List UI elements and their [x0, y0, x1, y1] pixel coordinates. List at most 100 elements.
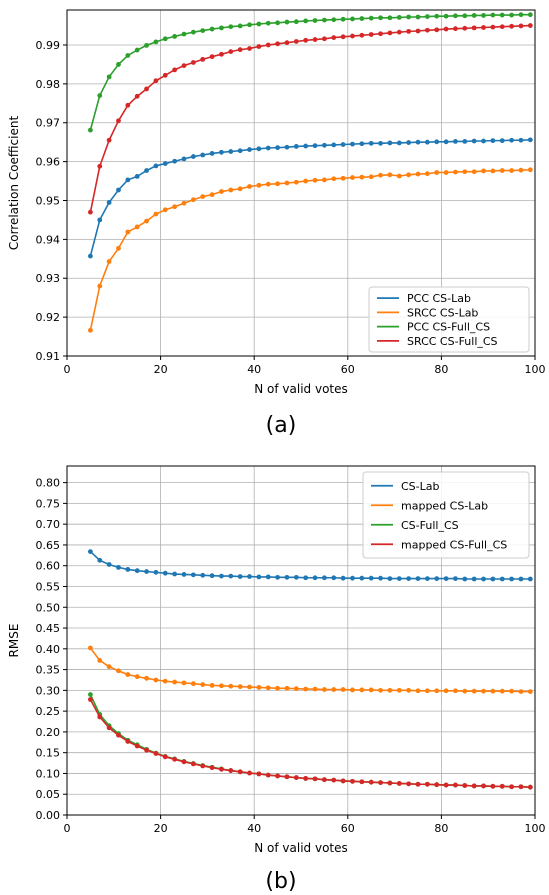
data-point [340, 687, 346, 692]
data-point [256, 21, 262, 27]
data-point [350, 33, 355, 39]
legend-box [368, 286, 530, 353]
x-tick-label: 80 [434, 363, 448, 376]
chart-panel-0: 0 20 40 60 80 100 0.91 0.92 0.93 0.94 0.95 0.96 0.97… [7, 9, 546, 438]
data-point [359, 32, 365, 38]
data-point [406, 172, 412, 178]
data-point [116, 245, 121, 251]
data-point [162, 161, 168, 166]
data-point [378, 140, 383, 146]
data-point [471, 576, 477, 582]
data-point [125, 567, 131, 572]
data-point [378, 575, 383, 581]
data-point [462, 783, 468, 788]
data-point [312, 143, 318, 149]
data-point [237, 23, 243, 29]
data-point [490, 783, 496, 789]
data-point [275, 181, 280, 187]
data-point [396, 781, 402, 786]
data-point [499, 24, 505, 30]
data-point [209, 192, 215, 198]
data-point [303, 18, 309, 24]
data-point [415, 14, 421, 20]
data-point [134, 47, 140, 53]
data-point [106, 725, 112, 731]
data-point [265, 181, 271, 187]
data-point [162, 72, 168, 78]
data-point [518, 23, 524, 29]
data-point [443, 688, 449, 694]
data-point [106, 200, 112, 205]
x-tick-label: 20 [154, 363, 168, 376]
data-point [396, 576, 402, 581]
data-point [190, 761, 196, 767]
data-point [162, 678, 168, 684]
y-tick-label: 0.60 [36, 560, 61, 573]
data-point [378, 31, 383, 37]
data-point [88, 645, 93, 651]
data-point [424, 781, 430, 787]
data-point [200, 152, 206, 158]
data-point [209, 682, 215, 688]
data-point [312, 575, 318, 581]
data-point [424, 139, 430, 145]
data-point [134, 674, 140, 680]
data-point [359, 16, 365, 21]
data-point [368, 15, 374, 21]
y-tick-label: 0.91 [36, 350, 61, 363]
data-point [443, 170, 449, 175]
data-point [443, 576, 449, 581]
data-point [275, 20, 280, 26]
data-point [415, 781, 421, 787]
data-point [331, 142, 337, 148]
data-point [471, 783, 477, 789]
data-point [499, 12, 505, 18]
data-point [396, 14, 402, 20]
data-point [172, 571, 178, 577]
data-point [134, 743, 140, 749]
y-tick-label: 0.98 [36, 78, 61, 91]
data-point [453, 13, 458, 19]
data-point [424, 14, 430, 20]
data-point [453, 169, 458, 175]
data-point [97, 658, 103, 663]
data-point [209, 54, 215, 60]
y-tick-label: 0.10 [36, 767, 61, 780]
data-point [256, 574, 262, 580]
data-point [97, 163, 103, 169]
data-point [331, 777, 337, 783]
data-point [293, 775, 299, 781]
y-tick-label: 0.75 [36, 497, 61, 510]
data-point [303, 143, 309, 149]
data-point [331, 575, 337, 581]
data-point [144, 569, 149, 574]
data-point [331, 17, 337, 23]
y-tick-label: 0.45 [36, 622, 61, 635]
x-tick-label: 60 [341, 363, 355, 376]
data-point [471, 13, 477, 18]
data-point [88, 549, 93, 554]
data-point [116, 62, 121, 67]
data-point [116, 187, 121, 193]
data-point [125, 102, 131, 108]
data-point [106, 259, 112, 264]
data-point [256, 685, 262, 690]
data-point [228, 187, 234, 193]
legend-label-2: CS-Full_CS [401, 519, 459, 532]
data-point [116, 118, 121, 124]
data-point [265, 574, 271, 580]
data-point [256, 182, 262, 188]
legend-label-3: mapped CS-Full_CS [401, 538, 507, 551]
data-point [434, 170, 440, 175]
data-point [340, 142, 346, 147]
data-point [172, 67, 178, 73]
data-point [340, 16, 346, 22]
data-point [219, 149, 224, 155]
y-tick-label: 0.05 [36, 788, 61, 801]
data-point [247, 574, 252, 579]
data-point [284, 180, 290, 186]
data-point [303, 37, 309, 43]
legend-label-1: SRCC CS-Lab [407, 306, 478, 319]
data-point [490, 12, 496, 18]
